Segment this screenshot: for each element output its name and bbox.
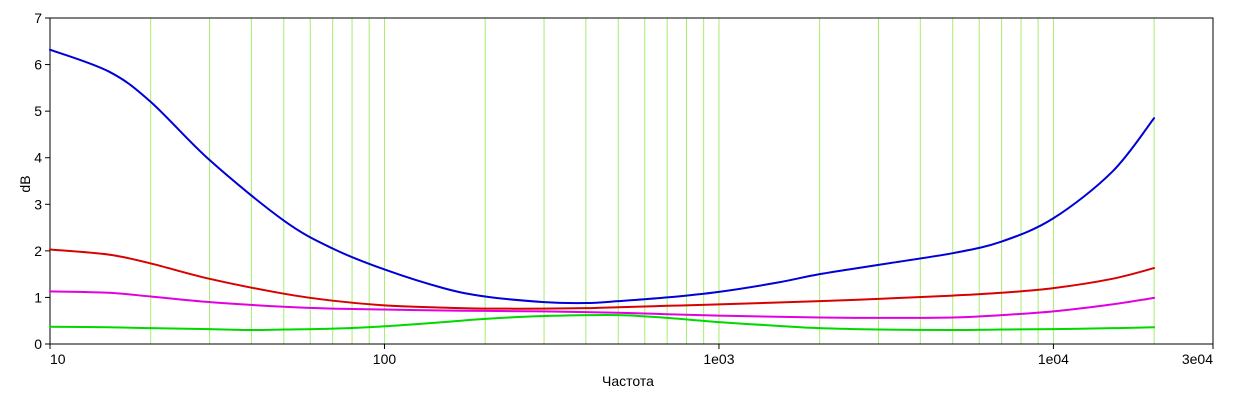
x-tick-label: 3e04 <box>1182 351 1213 367</box>
series-line-2 <box>49 248 1156 310</box>
x-axis-label: Частота <box>602 373 654 389</box>
y-axis-label: dB <box>17 175 33 192</box>
y-tick-label: 1 <box>34 289 42 305</box>
series-line-4 <box>49 314 1156 332</box>
y-tick-label: 0 <box>34 336 42 352</box>
series-lines <box>49 48 1156 332</box>
plot-frame <box>49 17 1214 345</box>
y-tick-label: 6 <box>34 57 42 73</box>
y-tick-label: 3 <box>34 196 42 212</box>
axis-ticks: 0 1 2 3 4 5 6 7 10 100 1e03 1e04 3e04 <box>34 10 1214 367</box>
x-tick-label: 100 <box>373 351 397 367</box>
x-tick-label: 1e03 <box>703 351 734 367</box>
y-tick-label: 7 <box>34 10 42 26</box>
y-tick-label: 2 <box>34 243 42 259</box>
y-tick-label: 5 <box>34 103 42 119</box>
series-line-3 <box>49 290 1156 319</box>
y-tick-label: 4 <box>34 150 42 166</box>
x-tick-label: 1e04 <box>1038 351 1069 367</box>
plot-area <box>50 18 1213 344</box>
x-tick-label: 10 <box>50 351 66 367</box>
series-line-1 <box>49 48 1156 305</box>
